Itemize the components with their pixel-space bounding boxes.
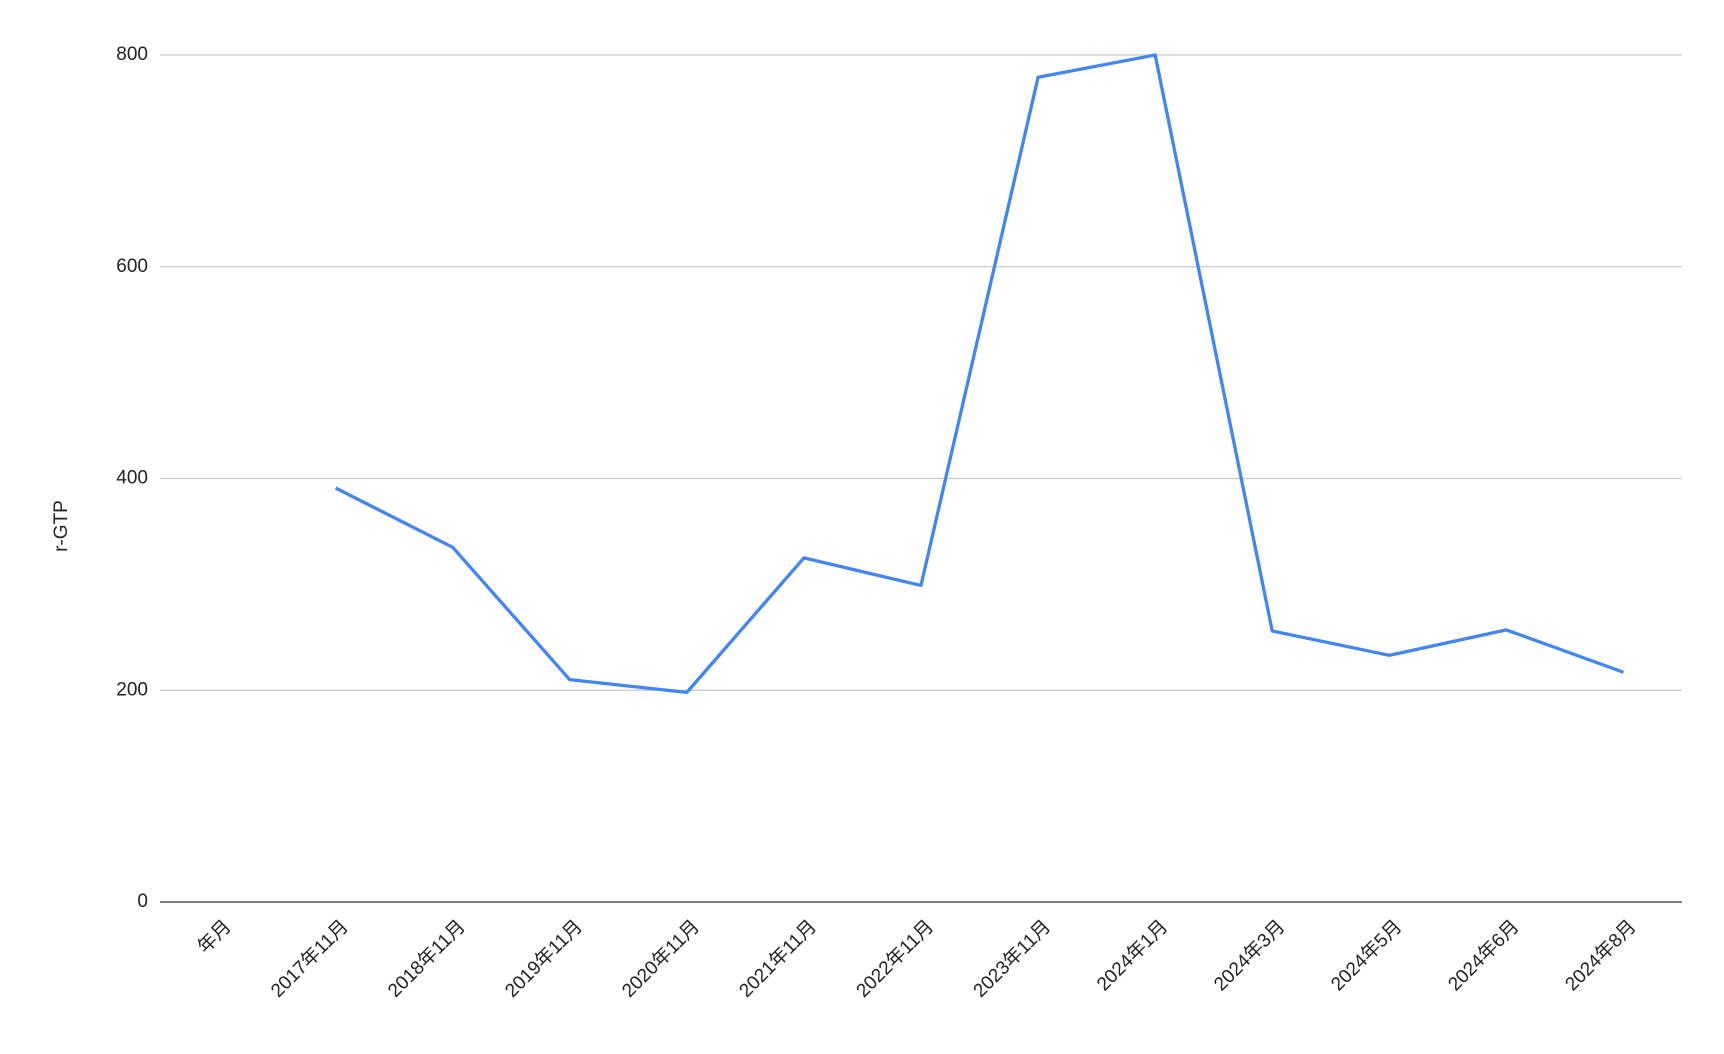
x-tick-label: 2024年1月: [1092, 916, 1172, 996]
y-tick-label: 600: [116, 256, 148, 277]
x-tick-label: 2024年8月: [1561, 916, 1641, 996]
y-tick-label: 400: [116, 468, 148, 489]
x-tick-label: 2022年11月: [852, 916, 938, 1002]
y-tick-label: 0: [137, 891, 148, 912]
y-axis-label: r-GTP: [51, 500, 72, 552]
y-tick-label: 200: [116, 679, 148, 700]
x-tick-label: 2024年3月: [1210, 916, 1290, 996]
x-tick-label: 2020年11月: [618, 916, 704, 1002]
y-tick-label: 800: [116, 44, 148, 65]
x-tick-label: 2023年11月: [969, 916, 1055, 1002]
x-tick-label: 2018年11月: [384, 916, 470, 1002]
x-tick-label: 2024年5月: [1327, 916, 1407, 996]
x-tick-label: 年月: [193, 916, 235, 958]
x-tick-label: 2017年11月: [266, 916, 352, 1002]
x-tick-label: 2019年11月: [501, 916, 587, 1002]
x-tick-label: 2024年6月: [1444, 916, 1524, 996]
data-line: [334, 53, 1625, 695]
x-tick-label: 2021年11月: [735, 916, 821, 1002]
